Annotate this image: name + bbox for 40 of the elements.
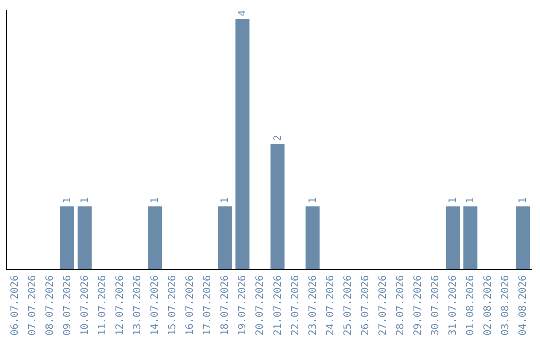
x-tick-label: 27.07.2026 [378, 276, 389, 336]
x-tick-label: 23.07.2026 [308, 276, 319, 336]
x-tick-label: 01.08.2026 [466, 276, 477, 336]
x-tick-label: 17.07.2026 [202, 276, 214, 336]
x-tick-label: 21.07.2026 [272, 276, 284, 336]
x-tick-label: 31.07.2026 [448, 276, 460, 336]
data-label: 2 [272, 135, 284, 142]
data-label: 1 [62, 198, 74, 204]
data-label: 1 [150, 198, 162, 204]
x-tick-label: 29.07.2026 [413, 276, 424, 336]
x-tick-label: 08.07.2026 [44, 276, 56, 336]
x-tick-label: 16.07.2026 [185, 276, 196, 336]
x-tick-label: 03.08.2026 [500, 276, 512, 336]
x-tick-label: 15.07.2026 [168, 276, 179, 336]
x-tick-label: 20.07.2026 [255, 276, 266, 336]
data-label: 1 [466, 198, 477, 204]
x-tick-label: 26.07.2026 [360, 276, 372, 336]
data-label: 1 [518, 198, 530, 204]
x-tick-label: 09.07.2026 [62, 276, 74, 336]
x-tick-label: 22.07.2026 [290, 276, 302, 336]
x-tick-label: 24.07.2026 [325, 276, 336, 336]
x-tick-label: 10.07.2026 [80, 276, 91, 336]
x-tick-label: 06.07.2026 [10, 276, 21, 336]
data-label: 4 [238, 10, 249, 16]
x-tick-label: 13.07.2026 [132, 276, 144, 336]
data-label: 1 [448, 198, 460, 204]
x-tick-label: 11.07.2026 [97, 276, 108, 336]
x-tick-label: 25.07.2026 [342, 276, 354, 336]
x-tick-label: 19.07.2026 [238, 276, 249, 336]
x-tick-label: 14.07.2026 [150, 276, 162, 336]
data-label: 1 [80, 198, 91, 204]
x-tick-label: 04.08.2026 [518, 276, 530, 336]
x-tick-label: 28.07.2026 [396, 276, 406, 336]
x-tick-label: 12.07.2026 [114, 276, 126, 336]
x-tick-label: 18.07.2026 [220, 276, 232, 336]
x-tick-label: 30.07.2026 [430, 276, 442, 336]
x-tick-label: 02.08.2026 [483, 276, 494, 336]
data-label: 1 [308, 198, 319, 204]
data-label: 1 [220, 198, 232, 204]
x-tick-label: 07.07.2026 [27, 276, 38, 336]
